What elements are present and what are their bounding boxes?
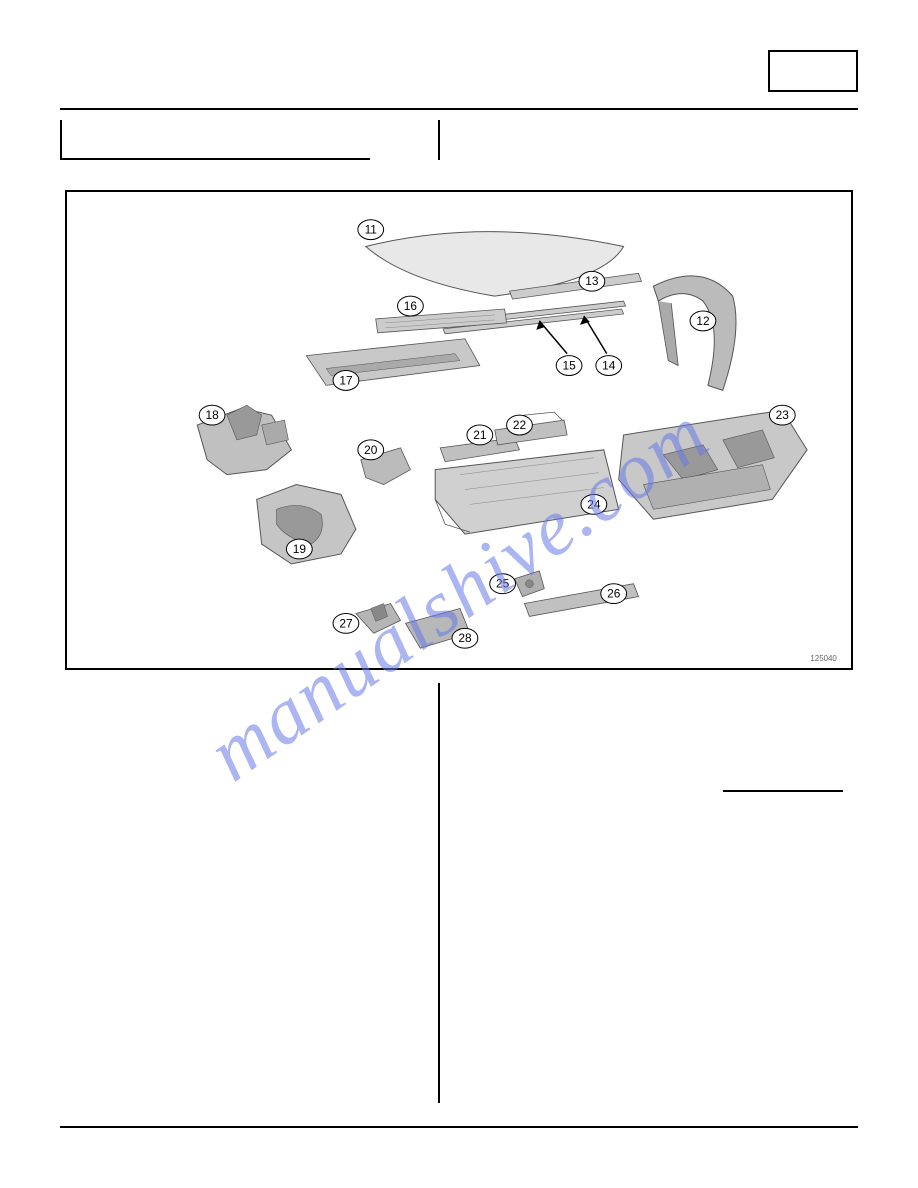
- callout-label-15: 15: [562, 359, 576, 373]
- page-footer-rule: [60, 1126, 858, 1128]
- arrow-14: [580, 316, 607, 354]
- callout-17: 17: [333, 371, 359, 391]
- diagram-ref-number: 125040: [810, 654, 837, 663]
- callout-19: 19: [286, 539, 312, 559]
- callout-label-14: 14: [602, 359, 616, 373]
- exploded-diagram: 11 12 13 14 15 16 17 18 19 20 21 22 23 24 25 26 27 28 125…: [65, 190, 853, 670]
- part-24-floor-panel: [435, 450, 618, 534]
- callout-22: 22: [507, 415, 533, 435]
- callout-label-11: 11: [365, 223, 378, 237]
- callout-23: 23: [769, 405, 795, 425]
- callout-label-25: 25: [496, 577, 510, 591]
- callout-25: 25: [490, 574, 516, 594]
- callout-28: 28: [452, 628, 478, 648]
- section-tab: [60, 120, 370, 160]
- page-header: [60, 40, 858, 110]
- callout-label-20: 20: [364, 443, 378, 457]
- callout-21: 21: [467, 425, 493, 445]
- callout-12: 12: [690, 311, 716, 331]
- right-underline: [723, 790, 843, 792]
- part-27-bracket: [356, 604, 401, 634]
- callout-label-12: 12: [696, 314, 710, 328]
- part-12-pillar: [653, 276, 736, 390]
- part-25-mount: [515, 571, 545, 597]
- header-code-box: [768, 50, 858, 92]
- center-divider-bottom: [438, 683, 440, 1103]
- callout-label-27: 27: [339, 616, 353, 630]
- callout-18: 18: [199, 405, 225, 425]
- callout-label-21: 21: [473, 428, 487, 442]
- callout-label-23: 23: [776, 408, 790, 422]
- callout-label-24: 24: [587, 497, 601, 511]
- callout-label-28: 28: [458, 631, 472, 645]
- callout-label-17: 17: [339, 373, 353, 387]
- callout-14: 14: [596, 356, 622, 376]
- callout-11: 11: [358, 220, 384, 240]
- callout-label-16: 16: [404, 299, 418, 313]
- callout-20: 20: [358, 440, 384, 460]
- callout-13: 13: [579, 271, 605, 291]
- part-23-rear-floor: [619, 410, 807, 519]
- callout-27: 27: [333, 613, 359, 633]
- callout-24: 24: [581, 494, 607, 514]
- callout-label-26: 26: [607, 587, 621, 601]
- callout-label-19: 19: [293, 542, 307, 556]
- callout-16: 16: [398, 296, 424, 316]
- callout-label-22: 22: [513, 418, 527, 432]
- callout-15: 15: [556, 356, 582, 376]
- callout-26: 26: [601, 584, 627, 604]
- callout-label-18: 18: [205, 408, 219, 422]
- part-17-cowl: [306, 339, 480, 386]
- center-divider-top: [438, 120, 440, 160]
- arrow-15: [536, 321, 567, 354]
- callout-label-13: 13: [585, 274, 599, 288]
